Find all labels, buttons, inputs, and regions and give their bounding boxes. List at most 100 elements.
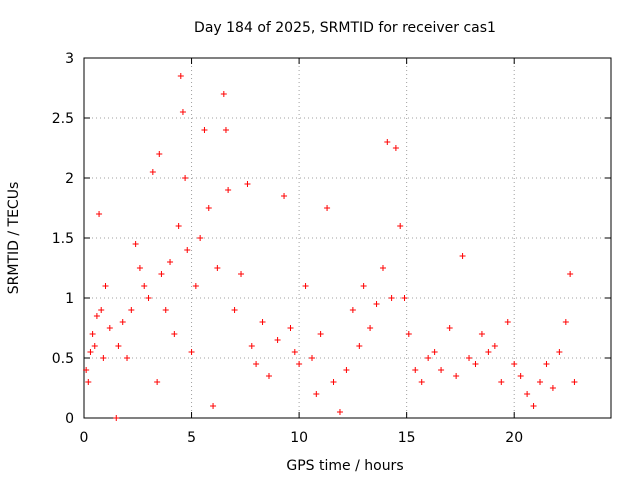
data-point bbox=[291, 349, 298, 355]
data-point bbox=[102, 283, 109, 289]
data-point bbox=[214, 265, 221, 271]
data-point bbox=[388, 295, 395, 301]
data-point bbox=[182, 175, 189, 181]
data-point bbox=[192, 283, 199, 289]
data-point bbox=[225, 187, 232, 193]
data-point bbox=[244, 181, 251, 187]
data-point bbox=[412, 367, 419, 373]
data-point bbox=[141, 283, 148, 289]
data-point bbox=[136, 265, 143, 271]
y-tick-label: 0 bbox=[65, 411, 74, 427]
data-point bbox=[343, 367, 350, 373]
data-point bbox=[511, 361, 518, 367]
x-tick-label: 20 bbox=[505, 430, 523, 446]
data-point bbox=[145, 295, 152, 301]
data-point bbox=[571, 379, 578, 385]
data-point bbox=[567, 271, 574, 277]
data-point bbox=[128, 307, 135, 313]
data-point bbox=[259, 319, 266, 325]
data-point bbox=[179, 109, 186, 115]
data-point bbox=[156, 151, 163, 157]
data-point bbox=[356, 343, 363, 349]
data-point bbox=[425, 355, 432, 361]
grid-layer bbox=[84, 58, 611, 418]
y-tick-label: 3 bbox=[65, 51, 74, 67]
data-point bbox=[504, 319, 511, 325]
data-point bbox=[188, 349, 195, 355]
data-point bbox=[317, 331, 324, 337]
data-point bbox=[296, 361, 303, 367]
data-point bbox=[537, 379, 544, 385]
data-point bbox=[562, 319, 569, 325]
data-point bbox=[302, 283, 309, 289]
tick-layer: 0 0.5 1 1.5 2 2.5 3 0 5 10 15 20 bbox=[52, 51, 611, 446]
data-point bbox=[349, 307, 356, 313]
data-point bbox=[265, 373, 272, 379]
data-point bbox=[253, 361, 260, 367]
data-point bbox=[287, 325, 294, 331]
data-point bbox=[330, 379, 337, 385]
data-point bbox=[124, 355, 131, 361]
data-point bbox=[498, 379, 505, 385]
data-point bbox=[405, 331, 412, 337]
data-point bbox=[85, 379, 92, 385]
plot-frame bbox=[83, 57, 612, 419]
data-point bbox=[158, 271, 165, 277]
data-point bbox=[367, 325, 374, 331]
data-point bbox=[113, 415, 120, 421]
data-point bbox=[384, 139, 391, 145]
data-point bbox=[431, 349, 438, 355]
data-point bbox=[453, 373, 460, 379]
data-point bbox=[517, 373, 524, 379]
data-point bbox=[373, 301, 380, 307]
data-point bbox=[167, 259, 174, 265]
x-tick-label: 0 bbox=[80, 430, 89, 446]
data-point bbox=[210, 403, 217, 409]
data-point bbox=[401, 295, 408, 301]
data-point bbox=[96, 211, 103, 217]
x-tick-label: 10 bbox=[290, 430, 308, 446]
data-point bbox=[220, 91, 227, 97]
data-point bbox=[309, 355, 316, 361]
data-point bbox=[154, 379, 161, 385]
data-point bbox=[336, 409, 343, 415]
data-point bbox=[281, 193, 288, 199]
data-point bbox=[222, 127, 229, 133]
data-point bbox=[238, 271, 245, 277]
data-point bbox=[100, 355, 107, 361]
data-point bbox=[93, 313, 100, 319]
x-tick-label: 15 bbox=[398, 430, 416, 446]
data-point bbox=[446, 325, 453, 331]
chart-title: Day 184 of 2025, SRMTID for receiver cas… bbox=[194, 20, 496, 36]
data-point bbox=[162, 307, 169, 313]
data-point bbox=[543, 361, 550, 367]
data-point bbox=[466, 355, 473, 361]
data-point bbox=[313, 391, 320, 397]
y-tick-label: 1 bbox=[65, 291, 74, 307]
x-axis-label: GPS time / hours bbox=[286, 458, 403, 474]
data-point bbox=[231, 307, 238, 313]
data-point bbox=[184, 247, 191, 253]
data-point bbox=[115, 343, 122, 349]
data-point bbox=[392, 145, 399, 151]
data-point bbox=[274, 337, 281, 343]
data-point bbox=[177, 73, 184, 79]
y-tick-label: 2 bbox=[65, 171, 74, 187]
data-point bbox=[459, 253, 466, 259]
data-point bbox=[205, 205, 212, 211]
data-point bbox=[149, 169, 156, 175]
data-point bbox=[324, 205, 331, 211]
data-points bbox=[83, 73, 578, 421]
data-point bbox=[549, 385, 556, 391]
data-point bbox=[472, 361, 479, 367]
data-point bbox=[379, 265, 386, 271]
data-point bbox=[530, 403, 537, 409]
data-point bbox=[106, 325, 113, 331]
data-point bbox=[89, 331, 96, 337]
data-point bbox=[556, 349, 563, 355]
data-point bbox=[485, 349, 492, 355]
data-point bbox=[478, 331, 485, 337]
data-point bbox=[171, 331, 178, 337]
data-point bbox=[175, 223, 182, 229]
